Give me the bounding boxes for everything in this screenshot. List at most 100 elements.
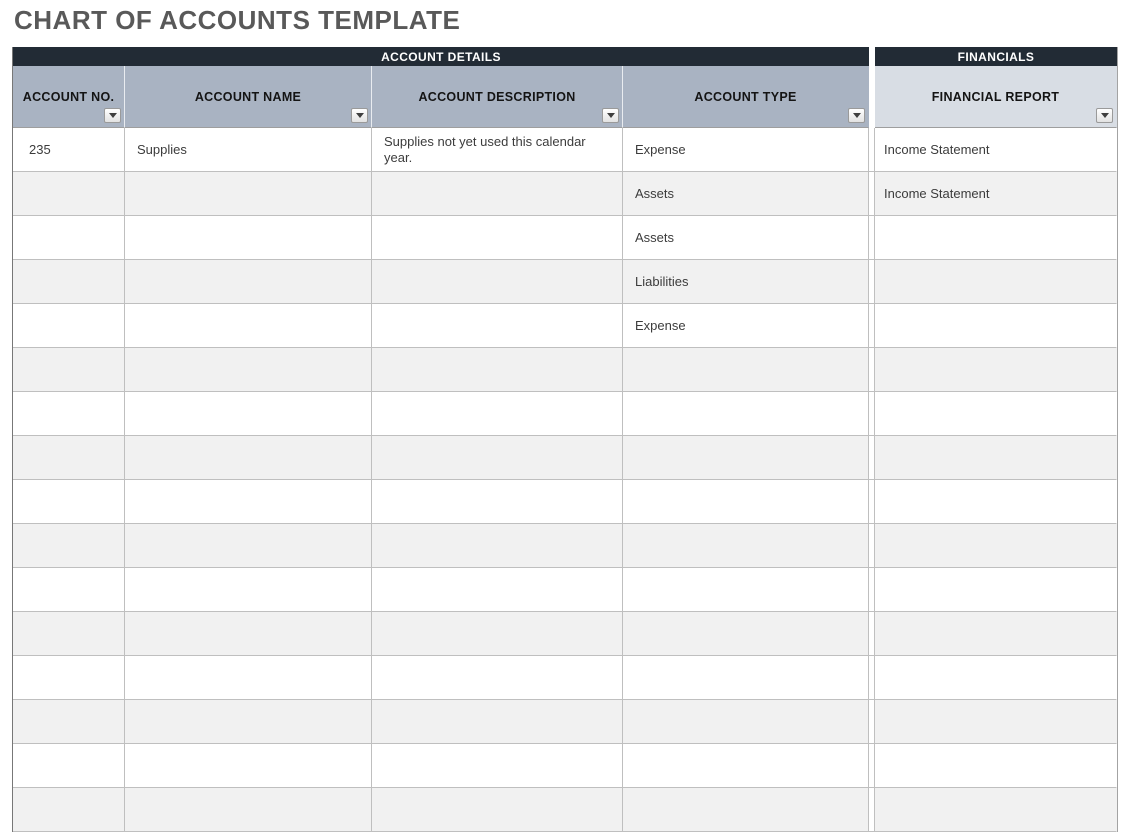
cell-account-type[interactable]: Liabilities bbox=[623, 260, 869, 304]
cell-financial-report[interactable] bbox=[875, 260, 1117, 304]
cell-financial-report[interactable] bbox=[875, 744, 1117, 788]
column-header-account-description[interactable]: ACCOUNT DESCRIPTION bbox=[372, 66, 623, 128]
cell-account-type[interactable] bbox=[623, 612, 869, 656]
filter-button-account-name[interactable] bbox=[351, 108, 368, 123]
cell-account-name[interactable]: Supplies bbox=[125, 128, 372, 172]
cell-account-name[interactable] bbox=[125, 348, 372, 392]
cell-account-no[interactable] bbox=[13, 700, 125, 744]
cell-account-no[interactable] bbox=[13, 744, 125, 788]
cell-financial-report[interactable] bbox=[875, 788, 1117, 832]
cell-account-no[interactable] bbox=[13, 260, 125, 304]
cell-financial-report[interactable] bbox=[875, 656, 1117, 700]
cell-account-type[interactable] bbox=[623, 436, 869, 480]
cell-account-type[interactable]: Expense bbox=[623, 128, 869, 172]
cell-account-name[interactable] bbox=[125, 260, 372, 304]
column-header-financial-report[interactable]: FINANCIAL REPORT bbox=[875, 66, 1117, 128]
cell-account-description[interactable] bbox=[372, 612, 623, 656]
cell-account-description[interactable] bbox=[372, 304, 623, 348]
cell-financial-report[interactable] bbox=[875, 304, 1117, 348]
column-header-label: ACCOUNT TYPE bbox=[694, 89, 797, 104]
group-header-financials[interactable]: FINANCIALS bbox=[875, 47, 1117, 66]
cell-account-name[interactable] bbox=[125, 744, 372, 788]
cell-account-name[interactable] bbox=[125, 524, 372, 568]
cell-account-type[interactable]: Assets bbox=[623, 216, 869, 260]
filter-button-account-no[interactable] bbox=[104, 108, 121, 123]
cell-financial-report[interactable] bbox=[875, 216, 1117, 260]
cell-account-no[interactable] bbox=[13, 216, 125, 260]
cell-account-description[interactable] bbox=[372, 788, 623, 832]
cell-account-description[interactable] bbox=[372, 392, 623, 436]
cell-account-description[interactable] bbox=[372, 656, 623, 700]
cell-account-type[interactable] bbox=[623, 392, 869, 436]
cell-account-type[interactable] bbox=[623, 788, 869, 832]
cell-financial-report[interactable] bbox=[875, 524, 1117, 568]
cell-account-description[interactable] bbox=[372, 744, 623, 788]
cell-account-description[interactable] bbox=[372, 348, 623, 392]
cell-financial-report[interactable] bbox=[875, 348, 1117, 392]
cell-account-description[interactable] bbox=[372, 172, 623, 216]
cell-account-no[interactable] bbox=[13, 348, 125, 392]
cell-account-name[interactable] bbox=[125, 392, 372, 436]
cell-account-description[interactable] bbox=[372, 568, 623, 612]
cell-account-no[interactable] bbox=[13, 524, 125, 568]
cell-account-no[interactable] bbox=[13, 656, 125, 700]
cell-account-type[interactable] bbox=[623, 744, 869, 788]
cell-account-type[interactable] bbox=[623, 480, 869, 524]
cell-account-type[interactable] bbox=[623, 700, 869, 744]
cell-account-no[interactable] bbox=[13, 568, 125, 612]
cell-financial-report[interactable]: Income Statement bbox=[875, 128, 1117, 172]
cell-account-no[interactable] bbox=[13, 172, 125, 216]
cell-financial-report[interactable] bbox=[875, 436, 1117, 480]
cell-account-name[interactable] bbox=[125, 216, 372, 260]
column-header-account-type[interactable]: ACCOUNT TYPE bbox=[623, 66, 869, 128]
cell-account-description[interactable] bbox=[372, 700, 623, 744]
cell-account-name[interactable] bbox=[125, 788, 372, 832]
cell-account-name[interactable] bbox=[125, 304, 372, 348]
cell-financial-report[interactable] bbox=[875, 480, 1117, 524]
cell-account-name[interactable] bbox=[125, 656, 372, 700]
cell-account-type[interactable]: Assets bbox=[623, 172, 869, 216]
cell-account-description[interactable] bbox=[372, 436, 623, 480]
cell-financial-report[interactable] bbox=[875, 392, 1117, 436]
section-gap bbox=[869, 47, 875, 66]
cell-account-name[interactable] bbox=[125, 436, 372, 480]
cell-account-type[interactable] bbox=[623, 568, 869, 612]
section-gap bbox=[869, 436, 875, 480]
cell-account-name[interactable] bbox=[125, 700, 372, 744]
cell-account-name[interactable] bbox=[125, 172, 372, 216]
cell-account-description[interactable]: Supplies not yet used this calendar year… bbox=[372, 128, 623, 172]
column-header-account-no[interactable]: ACCOUNT NO. bbox=[13, 66, 125, 128]
cell-account-no[interactable] bbox=[13, 788, 125, 832]
table-row: Assets bbox=[13, 216, 1117, 260]
group-header-account-details[interactable]: ACCOUNT DETAILS bbox=[13, 47, 869, 66]
cell-account-type[interactable] bbox=[623, 348, 869, 392]
cell-account-name[interactable] bbox=[125, 480, 372, 524]
cell-account-no[interactable] bbox=[13, 480, 125, 524]
cell-financial-report[interactable] bbox=[875, 700, 1117, 744]
cell-account-no[interactable]: 235 bbox=[13, 128, 125, 172]
cell-account-no[interactable] bbox=[13, 436, 125, 480]
cell-financial-report[interactable] bbox=[875, 612, 1117, 656]
cell-financial-report[interactable] bbox=[875, 568, 1117, 612]
filter-button-financial-report[interactable] bbox=[1096, 108, 1113, 123]
filter-button-account-description[interactable] bbox=[602, 108, 619, 123]
filter-dropdown-icon bbox=[355, 113, 364, 118]
table-body: 235 Supplies Supplies not yet used this ca… bbox=[13, 128, 1117, 832]
cell-financial-report[interactable]: Income Statement bbox=[875, 172, 1117, 216]
cell-account-description[interactable] bbox=[372, 216, 623, 260]
cell-account-description[interactable] bbox=[372, 524, 623, 568]
cell-account-name[interactable] bbox=[125, 612, 372, 656]
cell-account-no[interactable] bbox=[13, 304, 125, 348]
cell-account-description[interactable] bbox=[372, 480, 623, 524]
cell-account-type[interactable] bbox=[623, 524, 869, 568]
cell-account-description[interactable] bbox=[372, 260, 623, 304]
filter-button-account-type[interactable] bbox=[848, 108, 865, 123]
cell-account-name[interactable] bbox=[125, 568, 372, 612]
cell-account-type[interactable] bbox=[623, 656, 869, 700]
cell-account-no[interactable] bbox=[13, 612, 125, 656]
section-gap bbox=[869, 612, 875, 656]
column-header-account-name[interactable]: ACCOUNT NAME bbox=[125, 66, 372, 128]
cell-account-type[interactable]: Expense bbox=[623, 304, 869, 348]
section-gap bbox=[869, 744, 875, 788]
cell-account-no[interactable] bbox=[13, 392, 125, 436]
